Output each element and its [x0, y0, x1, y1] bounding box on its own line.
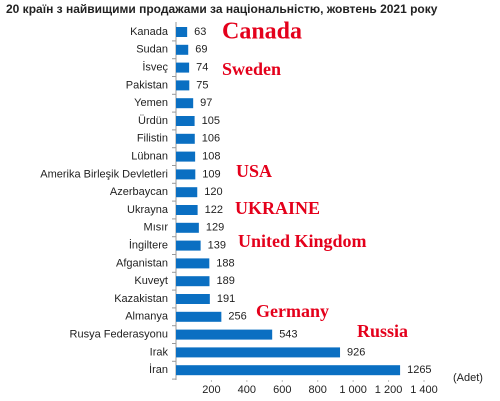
- y-tick-label: Rusya Federasyonu: [70, 329, 168, 341]
- y-tick-label: Amerika Birleşik Devletleri: [40, 168, 168, 180]
- bar: [176, 276, 210, 287]
- value-label: 256: [228, 311, 246, 323]
- y-tick-label: Ukrayna: [127, 204, 169, 216]
- bar: [176, 365, 401, 376]
- bar: [176, 187, 198, 198]
- annotation: Canada: [222, 19, 302, 45]
- y-tick-label: Afganistan: [116, 257, 168, 269]
- value-label: 97: [200, 97, 212, 109]
- chart-title: 20 країн з найвищими продажами за націон…: [6, 2, 438, 16]
- y-tick-label: Irak: [150, 346, 169, 358]
- annotation: UKRAINE: [235, 198, 320, 218]
- value-label: 543: [279, 329, 297, 341]
- y-tick-label: Azerbaycan: [110, 186, 168, 198]
- value-label: 75: [196, 79, 208, 91]
- bar: [176, 258, 210, 269]
- x-tick-label: 400: [238, 384, 256, 396]
- y-tick-label: Almanya: [125, 311, 169, 323]
- value-label: 74: [196, 62, 208, 74]
- bar: [176, 240, 201, 251]
- value-label: 129: [206, 222, 224, 234]
- value-label: 105: [202, 115, 220, 127]
- bar: [176, 222, 199, 233]
- y-tick-label: Pakistan: [126, 79, 168, 91]
- bar: [176, 311, 222, 322]
- y-tick-label: Kazakistan: [114, 293, 168, 305]
- bar: [176, 169, 196, 180]
- y-tick-label: Ürdün: [138, 115, 168, 127]
- y-tick-label: Filistin: [137, 133, 168, 145]
- bar: [176, 27, 188, 37]
- bar: [176, 151, 196, 162]
- bar: [176, 44, 189, 55]
- y-tick-label: Kanada: [130, 26, 169, 38]
- x-tick-label: 800: [309, 384, 327, 396]
- bar: [176, 347, 341, 358]
- bar: [176, 294, 210, 304]
- value-label: 188: [216, 257, 234, 269]
- value-label: 189: [216, 275, 234, 287]
- value-label: 191: [217, 293, 235, 305]
- value-label: 122: [205, 204, 223, 216]
- value-label: 106: [202, 133, 220, 145]
- y-tick-label: Lübnan: [131, 151, 168, 163]
- y-tick-label: Mısır: [144, 222, 169, 234]
- x-tick-label: 600: [273, 384, 291, 396]
- bar: [176, 116, 195, 126]
- bar: [176, 62, 190, 73]
- y-tick-label: Kuveyt: [134, 275, 168, 287]
- annotation: USA: [236, 161, 272, 181]
- value-label: 63: [194, 26, 206, 38]
- value-label: 1265: [407, 364, 431, 376]
- value-label: 139: [208, 240, 226, 252]
- x-tick-label: 1 000: [339, 384, 367, 396]
- x-tick-label: 200: [202, 384, 220, 396]
- annotation: Germany: [256, 301, 329, 321]
- y-tick-label: İran: [149, 363, 168, 376]
- value-label: 926: [347, 346, 365, 358]
- annotation: United Kingdom: [238, 231, 367, 251]
- y-tick-label: İsveç: [142, 61, 168, 74]
- y-tick-label: İngiltere: [129, 239, 168, 252]
- bar: [176, 205, 198, 215]
- annotation: Russia: [357, 321, 408, 341]
- y-tick-label: Yemen: [134, 97, 168, 109]
- x-tick-label: 1 400: [410, 384, 438, 396]
- bar: [176, 98, 194, 109]
- bar: [176, 133, 195, 144]
- y-tick-label: Sudan: [136, 44, 168, 56]
- x-tick-label: 1 200: [375, 384, 403, 396]
- value-label: 108: [202, 151, 220, 163]
- bar: [176, 80, 190, 91]
- bar: [176, 329, 273, 340]
- value-label: 109: [202, 168, 220, 180]
- value-label: 69: [195, 44, 207, 56]
- value-label: 120: [204, 186, 222, 198]
- annotation: Sweden: [222, 59, 281, 79]
- x-axis-label: (Adet): [453, 372, 483, 384]
